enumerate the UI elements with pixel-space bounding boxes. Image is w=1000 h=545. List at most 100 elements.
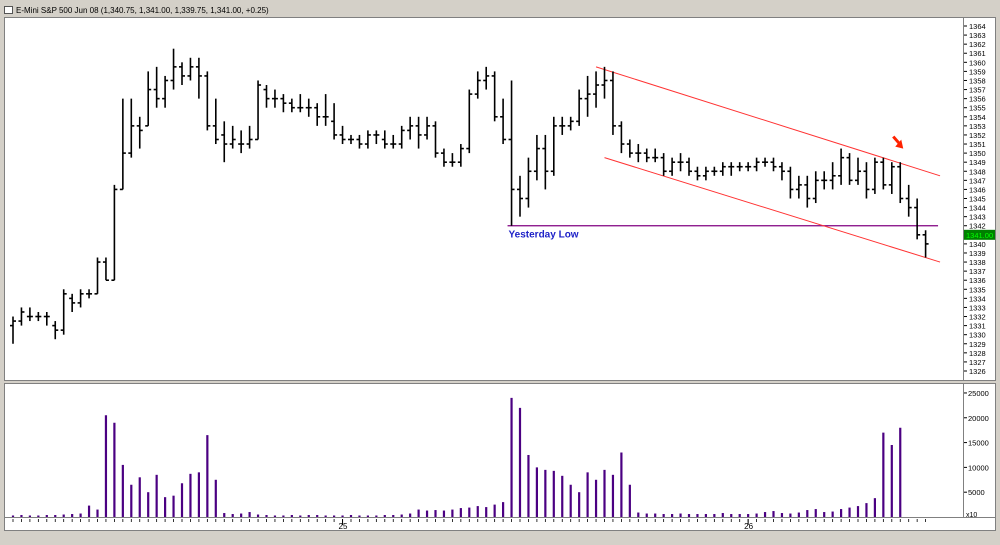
ohlc-bar — [305, 98, 312, 117]
ohlc-bar — [271, 89, 278, 108]
ohlc-bar — [517, 175, 523, 217]
ohlc-bar — [77, 289, 84, 308]
ohlc-bar — [474, 71, 481, 99]
horizontal-scrollbar[interactable] — [4, 533, 996, 543]
ohlc-bar — [449, 153, 456, 167]
volume-axis-svg: 5000 10000 15000 20000 25000 x10 — [964, 389, 989, 519]
ohlc-bar — [128, 98, 135, 158]
price-tick-label: 1346 — [969, 185, 986, 194]
ohlc-bar — [846, 153, 853, 185]
price-tick-label: 1352 — [969, 131, 986, 140]
ohlc-bar — [187, 57, 194, 81]
ohlc-bar — [728, 162, 735, 176]
ohlc-bar — [770, 157, 777, 172]
price-tick-label: 1363 — [969, 31, 986, 40]
ohlc-bar — [170, 48, 177, 90]
price-tick-label: 1335 — [969, 285, 986, 294]
ohlc-bar — [238, 130, 245, 154]
ohlc-bar — [390, 134, 397, 149]
price-tick-label: 1357 — [969, 86, 986, 95]
ohlc-bar — [567, 116, 574, 131]
price-tick-label: 1342 — [969, 222, 986, 231]
price-panel[interactable]: Yesterday Low — [4, 17, 969, 381]
volume-panel[interactable] — [4, 383, 969, 520]
ohlc-bar — [618, 121, 625, 154]
ohlc-bar — [466, 89, 473, 154]
ohlc-bar — [86, 289, 93, 299]
volume-axis-footer: x10 — [966, 512, 977, 519]
ohlc-bar — [855, 157, 861, 185]
ohlc-bar — [322, 94, 329, 126]
ohlc-bar — [179, 62, 185, 86]
ohlc-bar — [314, 103, 321, 126]
ohlc-bar — [119, 98, 126, 191]
ohlc-bar — [440, 148, 447, 167]
price-tick-label: 1334 — [969, 294, 986, 303]
price-axis-svg: 1326132713281329133013311332133313341335… — [964, 22, 995, 376]
volume-axis[interactable]: 5000 10000 15000 20000 25000 x10 — [963, 383, 996, 520]
ohlc-bar — [576, 89, 583, 126]
chart-window-icon — [4, 6, 13, 14]
ohlc-bar — [162, 75, 169, 108]
price-tick-label: 1358 — [969, 76, 986, 85]
volume-tick-label: 15000 — [968, 439, 989, 448]
price-tick-label: 1351 — [969, 140, 986, 149]
price-tick-label: 1344 — [969, 204, 986, 213]
price-tick-label: 1348 — [969, 167, 986, 176]
ohlc-bar — [559, 116, 566, 135]
ohlc-bar — [593, 71, 600, 108]
ohlc-bar — [356, 134, 363, 149]
price-tick-label: 1326 — [969, 367, 986, 376]
ohlc-bar — [829, 162, 836, 190]
arrow-head — [895, 139, 904, 149]
price-axis[interactable]: 1326 1327 1328 1329 1330 1331 1332 1333 1334 1335… — [963, 17, 996, 381]
price-tick-label: 1336 — [969, 276, 986, 285]
ohlc-bar — [204, 71, 211, 131]
ohlc-bar — [212, 98, 219, 145]
ohlc-bar — [297, 94, 304, 113]
ohlc-bar — [609, 71, 616, 135]
ohlc-bar — [153, 66, 160, 108]
ohlc-bar — [804, 175, 811, 208]
ohlc-bar — [415, 116, 422, 149]
volume-tick-label: 25000 — [968, 389, 989, 398]
ohlc-bar — [145, 71, 152, 127]
ohlc-bar — [821, 171, 828, 190]
ohlc-bar — [871, 157, 878, 194]
ohlc-bar — [43, 311, 50, 326]
price-tick-label: 1360 — [969, 58, 986, 67]
ohlc-bar — [762, 157, 769, 167]
price-tick-label: 1329 — [969, 340, 986, 349]
ohlc-bar — [52, 321, 59, 340]
ohlc-bar — [508, 80, 515, 226]
ohlc-bar — [787, 166, 794, 199]
ohlc-bar — [10, 316, 16, 344]
chart-title: E-Mini S&P 500 Jun 08 (1,340.75, 1,341.0… — [16, 5, 269, 15]
ohlc-bar — [373, 130, 380, 145]
price-tick-label: 1327 — [969, 358, 986, 367]
price-tick-label: 1350 — [969, 149, 986, 158]
ohlc-bar — [525, 157, 532, 208]
time-axis-svg: 25 26 — [12, 519, 926, 531]
price-tick-label: 1359 — [969, 67, 986, 76]
ohlc-bar — [280, 94, 287, 113]
day-label: 26 — [744, 522, 753, 531]
volume-tick-label: 20000 — [968, 414, 989, 423]
ohlc-bar — [221, 121, 228, 163]
ohlc-bar — [94, 257, 101, 295]
price-tick-label: 1355 — [969, 104, 986, 113]
ohlc-bar — [694, 166, 701, 181]
ohlc-bar — [686, 157, 692, 176]
time-axis[interactable]: 25 26 — [4, 517, 996, 531]
price-chart-svg: Yesterday Low — [10, 48, 941, 344]
price-tick-label: 1337 — [969, 267, 986, 276]
ohlc-bar — [407, 116, 414, 140]
channel-line-upper — [595, 66, 941, 177]
price-tick-label: 1345 — [969, 195, 986, 204]
ohlc-bar — [432, 121, 439, 158]
ohlc-bar — [601, 66, 608, 99]
price-tick-label: 1330 — [969, 331, 986, 340]
ohlc-bar — [897, 162, 904, 204]
price-tick-label: 1328 — [969, 349, 986, 358]
